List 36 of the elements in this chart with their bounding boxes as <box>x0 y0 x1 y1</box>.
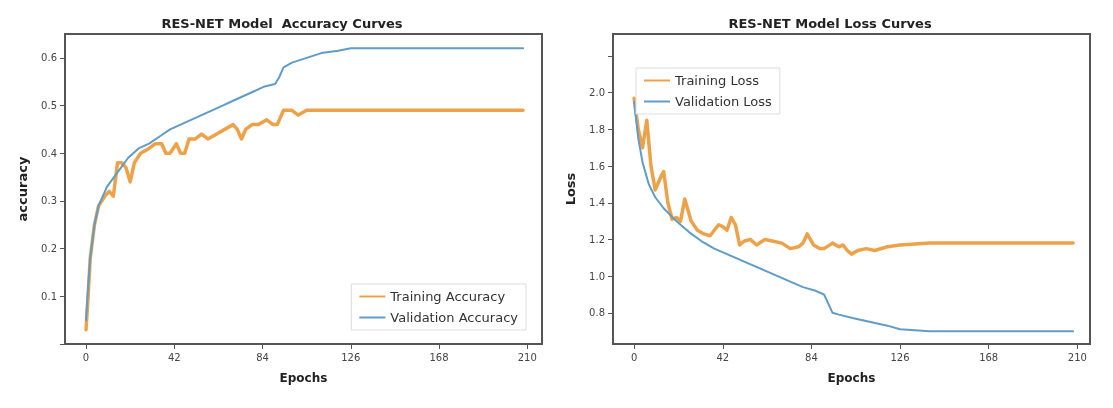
x-tick-label: 42 <box>716 351 730 363</box>
x-tick-label: 84 <box>805 351 818 363</box>
legend-label: Training Loss <box>674 73 760 88</box>
x-tick-label: 126 <box>341 351 361 363</box>
x-tick-label: 0 <box>82 351 90 363</box>
y-tick-label: 1.6 <box>589 160 605 172</box>
y-tick-label: 2.0 <box>589 87 605 99</box>
x-tick-label: 0 <box>630 351 638 363</box>
chart-title: RES-NET Model Accuracy Curves <box>161 16 403 31</box>
y-tick-label: 0.1 <box>41 290 57 302</box>
y-axis-title: Loss <box>563 172 578 206</box>
x-tick-label: 168 <box>429 351 449 363</box>
x-axis-title: Epochs <box>827 371 876 385</box>
y-tick-label: 0.4 <box>41 147 57 159</box>
y-tick-label: 0.3 <box>41 195 57 207</box>
y-tick-label: 0.2 <box>41 243 57 255</box>
line-series <box>632 96 1075 256</box>
y-tick-label: 0.6 <box>41 52 57 64</box>
y-tick-label: 1.8 <box>589 123 605 135</box>
y-tick-label: 1.0 <box>589 270 605 282</box>
legend-label: Training Accuracy <box>389 289 506 304</box>
x-axis-title: Epochs <box>279 371 328 385</box>
x-tick-label: 42 <box>167 351 181 363</box>
x-tick-label: 126 <box>890 351 910 363</box>
y-tick-label: 0.8 <box>589 307 605 319</box>
x-tick-label: 210 <box>517 351 537 363</box>
y-tick-label: 0.5 <box>41 100 57 112</box>
y-axis-title: accuracy <box>15 156 30 222</box>
legend-label: Validation Loss <box>675 94 773 109</box>
x-tick-label: 84 <box>256 351 269 363</box>
chart-title: RES-NET Model Loss Curves <box>728 16 932 31</box>
y-tick-label: 1.2 <box>589 233 605 245</box>
x-tick-label: 210 <box>1067 351 1087 363</box>
x-tick-label: 168 <box>979 351 999 363</box>
legend-label: Validation Accuracy <box>390 310 519 325</box>
y-tick-label: 1.4 <box>589 197 605 209</box>
